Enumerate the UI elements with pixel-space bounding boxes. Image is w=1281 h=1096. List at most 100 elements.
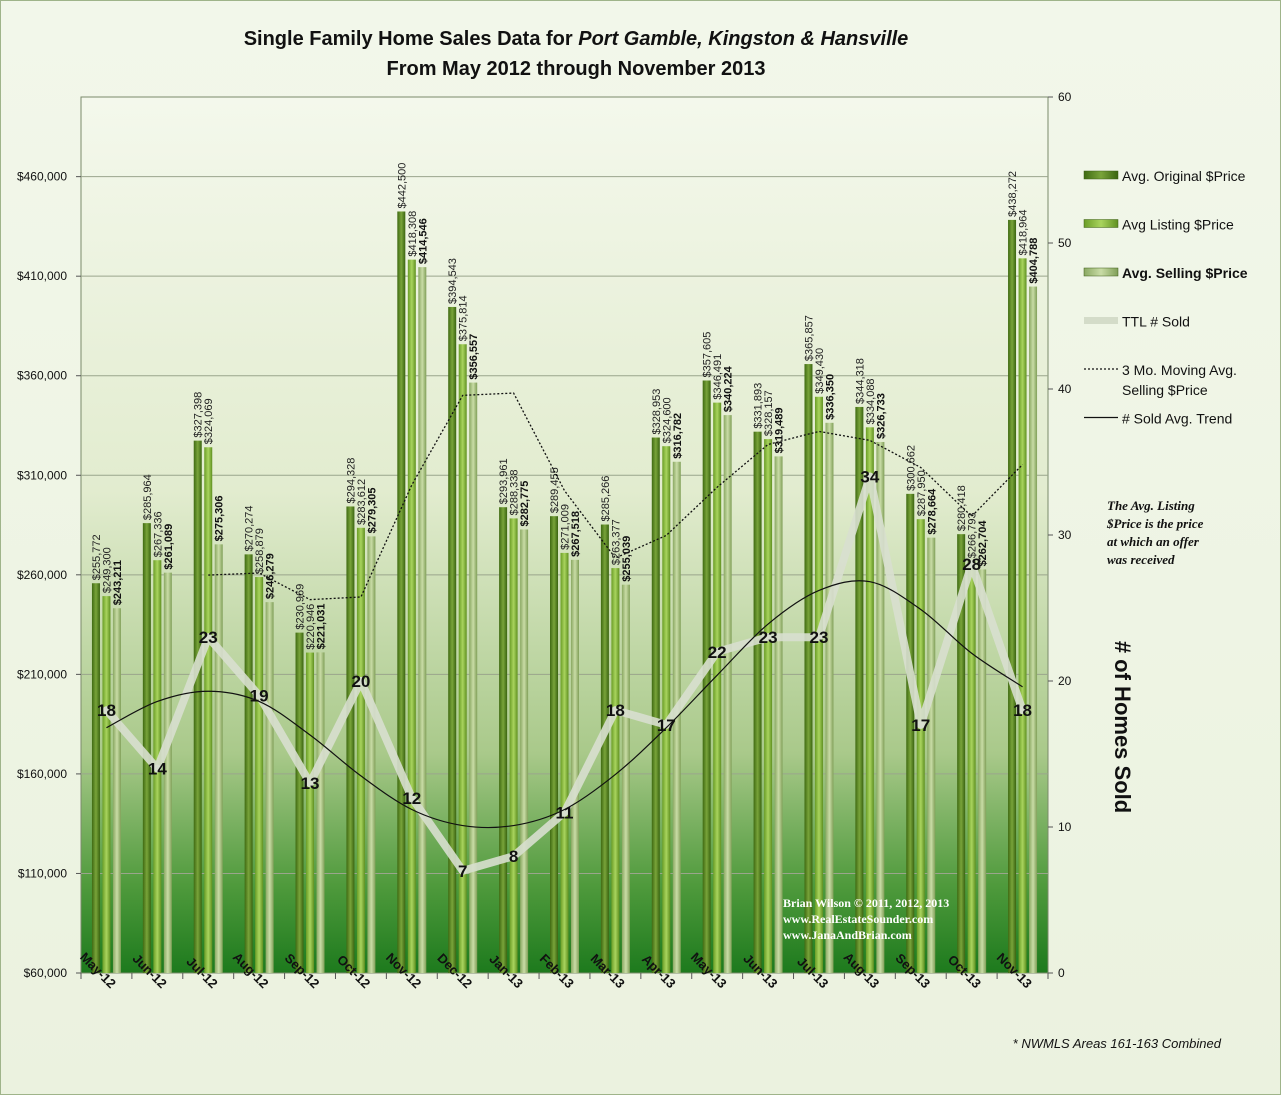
bar-0-May-13 — [702, 380, 711, 974]
credit-line-3: www.JanaAndBrian.com — [783, 928, 912, 942]
bar-value-label: $249,300 — [101, 547, 113, 593]
bar-value-label: $442,500 — [396, 163, 408, 209]
bar-value-label: $324,069 — [203, 398, 215, 444]
left-tick-label: $410,000 — [17, 269, 67, 283]
bar-1-May-13 — [713, 402, 722, 974]
bar-2-May-12 — [112, 608, 121, 973]
sold-count-label: 23 — [810, 628, 829, 647]
bar-2-Nov-12 — [418, 267, 427, 974]
ttl-sold-point — [204, 633, 213, 642]
bar-0-Jan-13 — [499, 507, 508, 973]
right-tick-label: 0 — [1058, 966, 1065, 980]
bar-value-label: $220,946 — [305, 604, 317, 650]
right-tick-label: 10 — [1058, 820, 1072, 834]
bar-value-label: $414,546 — [417, 218, 429, 264]
bar-value-label: $267,336 — [152, 511, 164, 557]
sold-count-label: 18 — [97, 701, 116, 720]
bar-value-label: $326,733 — [875, 393, 887, 439]
right-tick-label: 40 — [1058, 382, 1072, 396]
sold-count-label: 8 — [509, 847, 518, 866]
right-tick-label: 50 — [1058, 236, 1072, 250]
bar-2-Jun-12 — [163, 572, 172, 973]
bar-value-label: $221,031 — [316, 604, 328, 650]
sold-count-label: 17 — [911, 716, 930, 735]
sold-count-label: 23 — [759, 628, 778, 647]
bar-1-Apr-13 — [662, 446, 671, 973]
ttl-sold-point — [458, 866, 467, 875]
bar-value-label: $266,793 — [967, 512, 979, 558]
bar-value-label: $258,879 — [254, 528, 266, 574]
bar-0-Nov-13 — [1008, 219, 1017, 973]
bar-value-label: $404,788 — [1028, 238, 1040, 284]
bar-value-label: $230,969 — [295, 584, 307, 630]
bar-value-label: $418,308 — [407, 211, 419, 257]
left-tick-label: $310,000 — [17, 468, 67, 482]
bar-0-Dec-12 — [448, 306, 457, 973]
sold-count-label: 7 — [458, 862, 467, 881]
bar-0-Nov-12 — [397, 211, 406, 973]
bar-1-Jun-13 — [764, 439, 773, 973]
sold-count-label: 14 — [148, 760, 167, 779]
bar-value-label: $331,893 — [753, 383, 765, 429]
bar-0-Jul-13 — [804, 364, 813, 973]
bar-value-label: $263,377 — [610, 519, 622, 565]
bar-value-label: $334,088 — [865, 378, 877, 424]
bar-value-label: $283,612 — [356, 479, 368, 525]
bar-2-Aug-12 — [265, 602, 274, 973]
bar-value-label: $349,430 — [814, 348, 826, 394]
right-axis: 0 10 20 30 40 50 60 — [1048, 90, 1072, 980]
legend-label: Selling $Price — [1122, 382, 1208, 398]
bar-value-label: $394,543 — [447, 258, 459, 304]
bar-0-Mar-13 — [600, 524, 609, 973]
ttl-sold-point — [611, 706, 620, 715]
left-tick-label: $160,000 — [17, 767, 67, 781]
bar-1-May-12 — [102, 596, 111, 973]
legend-label: TTL # Sold — [1122, 314, 1190, 330]
bar-2-Oct-12 — [367, 536, 376, 973]
bar-1-Nov-13 — [1018, 258, 1027, 973]
chart-title: Single Family Home Sales Data for Port G… — [244, 28, 909, 50]
bar-value-label: $346,491 — [712, 354, 724, 400]
ttl-sold-point — [814, 633, 823, 642]
sold-count-label: 19 — [250, 687, 269, 706]
legend-label: Avg Listing $Price — [1122, 217, 1234, 233]
bar-value-label: $365,857 — [803, 315, 815, 361]
sold-count-label: 17 — [657, 716, 676, 735]
ttl-sold-point — [1018, 706, 1027, 715]
bar-2-Jun-13 — [774, 456, 783, 973]
bar-0-Feb-13 — [550, 516, 558, 973]
left-tick-label: $210,000 — [17, 667, 67, 681]
bar-value-label: $271,009 — [560, 504, 572, 550]
chart-subtitle: From May 2012 through November 2013 — [386, 58, 765, 80]
bar-value-label: $328,953 — [651, 389, 663, 435]
note-line-1: The Avg. Listing — [1107, 498, 1195, 513]
bar-value-label: $285,964 — [142, 474, 154, 520]
bar-value-label: $267,518 — [570, 511, 582, 557]
ttl-sold-point — [356, 677, 365, 685]
legend: Avg. Original $Price Avg Listing $Price Av… — [1083, 168, 1248, 427]
bar-value-label: $261,089 — [163, 524, 175, 570]
sold-count-label: 22 — [708, 643, 727, 662]
bar-value-label: $356,557 — [468, 334, 480, 380]
bar-2-Mar-13 — [621, 584, 630, 973]
legend-label: 3 Mo. Moving Avg. — [1122, 362, 1237, 378]
bar-value-label: $328,157 — [763, 390, 775, 436]
sold-count-label: 12 — [402, 789, 421, 808]
bar-value-label: $375,814 — [458, 295, 470, 341]
bar-0-Oct-13 — [957, 534, 966, 973]
left-tick-label: $460,000 — [17, 170, 67, 184]
ttl-sold-point — [865, 472, 874, 481]
bar-value-label: $316,782 — [672, 413, 684, 459]
bar-1-Mar-13 — [611, 568, 620, 973]
legend-label: Avg. Original $Price — [1122, 168, 1246, 184]
sold-count-label: 13 — [301, 774, 320, 793]
bar-value-label: $327,398 — [193, 392, 205, 438]
bar-0-Oct-12 — [346, 506, 355, 973]
bar-2-Jul-13 — [825, 422, 834, 974]
bar-2-Jul-12 — [214, 544, 223, 973]
bar-value-label: $243,211 — [112, 560, 124, 605]
legend-swatch — [1083, 170, 1119, 180]
sold-count-label: 28 — [962, 555, 981, 574]
bar-1-Dec-12 — [458, 344, 467, 973]
sold-count-labels: 18 14 23 19 13 20 12 7 8 11 18 17 22 23 23 34 17 28 18 — [97, 468, 1032, 881]
